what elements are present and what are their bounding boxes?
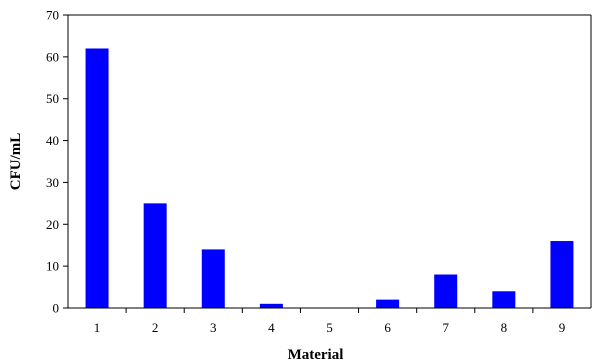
y-tick-label: 60 (46, 49, 59, 64)
y-tick-label: 0 (53, 301, 60, 316)
x-tick-label: 6 (384, 320, 391, 335)
bar-6 (376, 299, 400, 308)
bar-4 (259, 303, 283, 308)
x-tick-label: 5 (326, 320, 333, 335)
x-tick-label: 1 (94, 320, 101, 335)
y-tick-label: 30 (46, 175, 59, 190)
x-axis-title: Material (288, 347, 344, 363)
y-tick-label: 70 (46, 8, 59, 23)
bar-7 (434, 274, 458, 308)
y-axis-title: CFU/mL (8, 133, 24, 191)
y-axis-ticks: 0 10 20 30 40 50 60 70 (46, 8, 68, 316)
x-axis-ticks: 1 2 3 4 5 6 7 8 9 (94, 308, 565, 335)
bar-3 (201, 249, 225, 308)
y-tick-label: 50 (46, 91, 59, 106)
bars-group (85, 48, 574, 308)
y-tick-label: 20 (46, 217, 59, 232)
x-tick-label: 9 (559, 320, 566, 335)
y-tick-label: 10 (46, 259, 59, 274)
bar-1 (85, 48, 109, 308)
x-tick-label: 4 (268, 320, 275, 335)
bar-8 (492, 291, 516, 308)
x-tick-label: 7 (442, 320, 449, 335)
bar-9 (550, 241, 574, 308)
x-tick-label: 2 (152, 320, 159, 335)
x-tick-label: 8 (501, 320, 508, 335)
x-tick-label: 3 (210, 320, 217, 335)
bar-2 (143, 203, 167, 308)
y-tick-label: 40 (46, 133, 59, 148)
